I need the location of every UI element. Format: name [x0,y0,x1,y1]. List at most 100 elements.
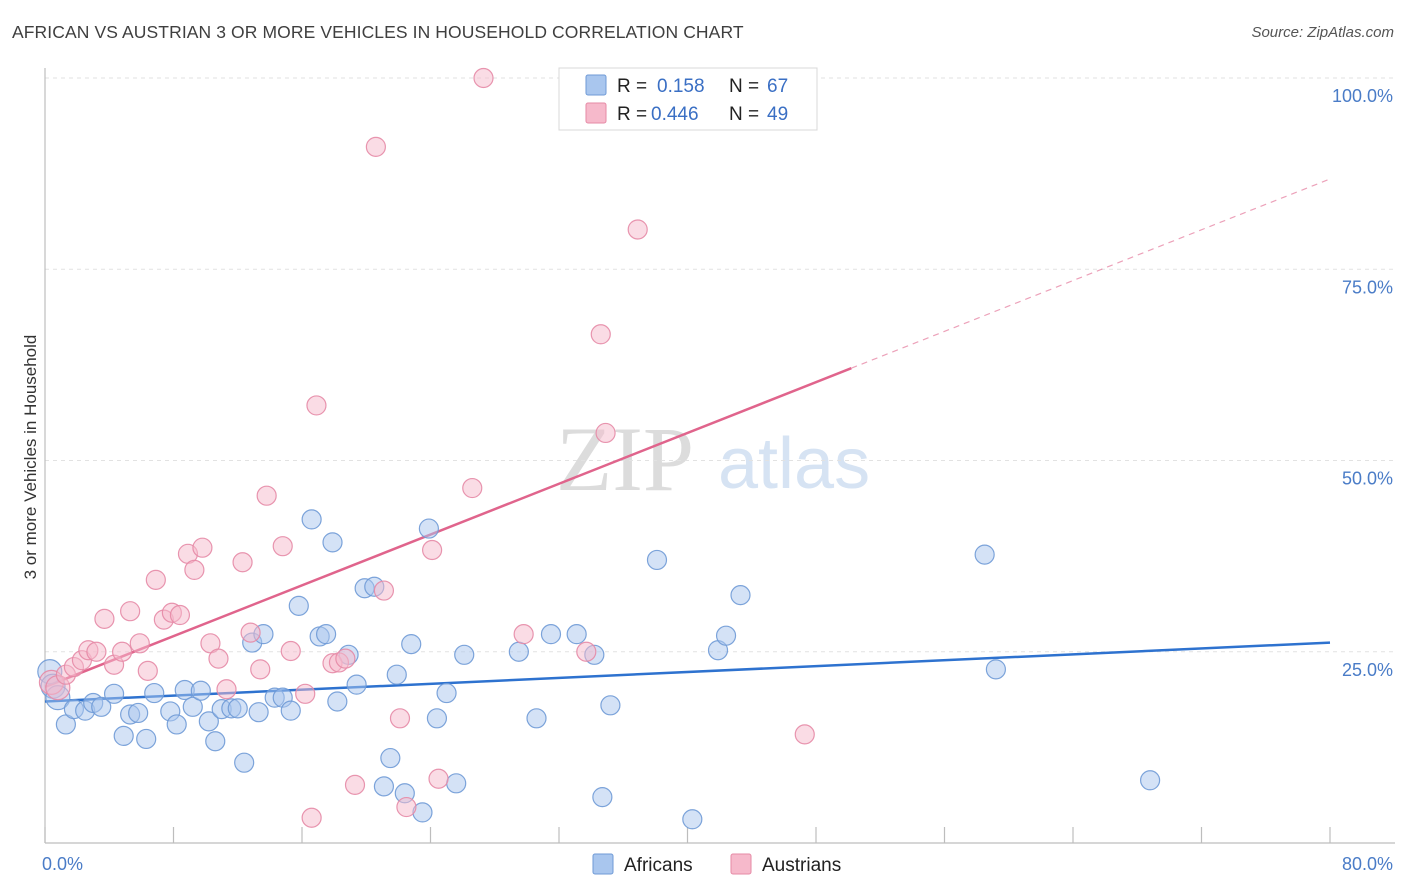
point-africans-47 [418,518,439,539]
x-tick-label-max: 80.0% [1342,854,1393,874]
trend-line-africans [44,641,1331,703]
axes [44,68,1395,844]
chart-title: AFRICAN VS AUSTRIAN 3 OR MORE VEHICLES I… [12,22,744,42]
series-legend-africans: Africans [624,855,693,876]
correlation-legend: R = 0.158 N = 67 R = 0.446 N = 49 [558,67,818,131]
point-austrians-11 [129,633,150,654]
point-africans-63 [730,585,751,606]
point-africans-9 [113,725,134,747]
point-africans-8 [103,683,125,704]
point-africans-34 [315,624,337,645]
data-points [37,67,1161,830]
point-africans-41 [373,776,395,797]
point-africans-59 [646,549,668,571]
point-austrians-10 [120,601,141,622]
legend-n-value-austrians: 49 [767,104,788,125]
legend-n-label-africans: N = [729,76,759,97]
watermark-atlas: atlas [718,424,870,504]
legend-n-label-austrians: N = [729,104,759,125]
point-africans-49 [436,682,457,704]
y-tick-label-3: 100.0% [1332,86,1393,106]
point-africans-30 [280,700,301,721]
point-africans-62 [715,625,737,646]
point-africans-19 [198,711,219,732]
point-austrians-46 [590,324,611,345]
y-tick-label-1: 50.0% [1342,469,1393,489]
series-legend-swatch-austrians [730,853,752,875]
point-africans-26 [248,702,269,723]
legend-r-label-africans: R = [617,76,647,97]
legend-swatch-austrians [585,102,607,124]
series-legend-austrians: Austrians [762,855,841,876]
point-austrians-45 [576,641,597,662]
point-africans-20 [205,731,226,752]
point-africans-64 [974,544,995,565]
point-austrians-40 [422,539,443,561]
point-africans-32 [301,509,322,530]
point-africans-53 [526,708,547,729]
point-africans-52 [508,641,529,662]
legend-swatch-africans [585,74,607,96]
point-africans-51 [454,644,475,665]
point-africans-15 [166,714,187,735]
point-africans-12 [136,728,157,750]
point-africans-43 [386,664,407,685]
point-austrians-47 [595,422,616,444]
point-africans-18 [190,680,211,701]
point-austrians-18 [184,559,205,580]
point-africans-58 [600,695,621,716]
legend-r-value-africans: 0.158 [657,76,705,97]
point-africans-55 [566,624,587,645]
point-austrians-27 [272,536,293,557]
chart-source: Source: ZipAtlas.com [1251,24,1394,41]
point-austrians-50 [794,724,815,745]
point-austrians-35 [344,774,366,795]
point-austrians-31 [306,395,327,416]
point-africans-66 [1139,770,1161,791]
point-austrians-9 [111,641,133,662]
point-africans-36 [327,691,348,712]
point-austrians-34 [335,648,356,669]
point-austrians-39 [396,796,417,818]
legend-n-value-africans: 67 [767,76,788,97]
point-austrians-12 [137,660,158,681]
point-austrians-22 [216,679,237,700]
point-austrians-23 [232,552,253,573]
point-africans-57 [592,786,613,808]
point-austrians-29 [295,683,316,704]
point-austrians-37 [373,580,395,601]
point-austrians-21 [208,648,229,669]
point-austrians-16 [169,604,191,626]
point-austrians-19 [192,537,213,558]
trend-lines [44,178,1331,703]
point-africans-13 [144,682,165,704]
point-africans-7 [91,696,112,717]
watermark: ZIP atlas [556,408,870,510]
point-austrians-7 [94,608,115,629]
point-austrians-26 [256,485,277,506]
point-africans-45 [401,633,422,655]
point-africans-65 [985,659,1007,680]
point-austrians-44 [513,624,534,645]
x-tick-label-min: 0.0% [42,854,83,874]
point-africans-50 [446,773,467,794]
trend-line-austrians [44,367,852,689]
point-austrians-30 [301,807,322,828]
point-africans-38 [346,674,367,695]
point-austrians-42 [462,477,483,499]
point-africans-31 [288,595,309,616]
point-africans-11 [128,702,149,724]
point-austrians-25 [250,659,271,680]
point-austrians-36 [365,136,386,157]
point-africans-23 [227,698,248,719]
point-austrians-13 [145,569,166,590]
legend-r-label-austrians: R = [617,104,647,125]
series-legend-swatch-africans [592,853,614,875]
y-axis-title: 3 or more Vehicles in Household [21,335,40,580]
point-africans-17 [182,696,203,717]
trend-line-austrians-projection [851,178,1331,369]
point-austrians-41 [428,768,449,789]
point-africans-35 [322,532,343,553]
point-austrians-6 [86,641,107,662]
